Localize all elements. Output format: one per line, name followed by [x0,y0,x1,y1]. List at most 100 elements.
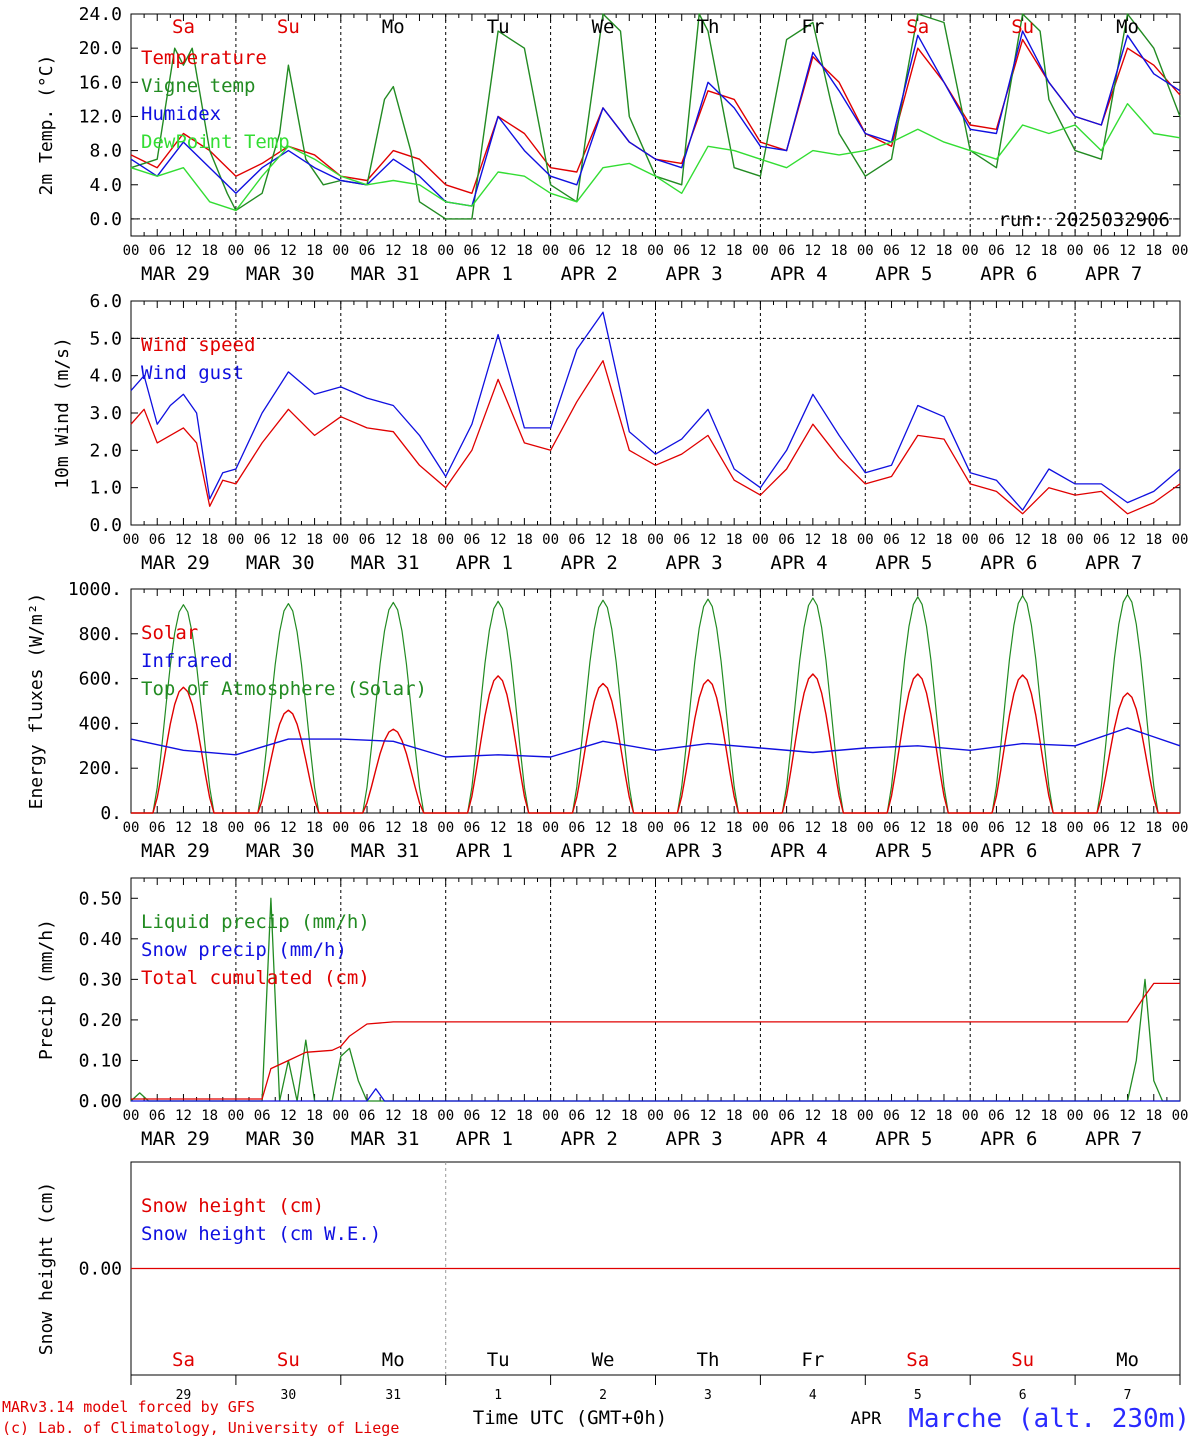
date-label: MAR 31 [351,263,420,285]
x-tick-label: 00 [542,243,559,259]
y-tick-label: 16.0 [79,72,122,93]
y-tick-label: 0.40 [79,929,122,950]
y-tick-label: 4.0 [89,366,122,387]
weekday-label: Th [697,1349,720,1371]
y-axis-label: Snow height (cm) [36,1182,57,1355]
plot-frame [130,588,1181,814]
date-label: APR 4 [770,1128,827,1150]
x-tick-label: 06 [673,820,690,836]
x-tick-label: 18 [411,243,428,259]
x-tick-label: 06 [673,1108,690,1124]
y-tick-label: 0.0 [89,515,122,536]
x-tick-label: 06 [254,532,271,548]
x-tick-label: 18 [516,243,533,259]
x-tick-label: 12 [490,243,507,259]
date-label: APR 4 [770,552,827,574]
x-tick-label: 06 [463,532,480,548]
weekday-label: Sa [906,1349,929,1371]
legend-entry: Wind speed [141,334,255,356]
x-tick-label: 12 [1119,820,1136,836]
date-label: APR 6 [980,263,1037,285]
x-tick-label: 18 [1040,1108,1057,1124]
x-tick-label: 18 [201,532,218,548]
date-label: APR 1 [456,552,513,574]
x-tick-label: 18 [621,1108,638,1124]
weekday-label: Su [1011,1349,1034,1371]
x-tick-label: 06 [254,820,271,836]
weekday-label: Tu [487,1349,510,1371]
x-tick-label: 12 [1014,243,1031,259]
x-tick-label: 18 [516,820,533,836]
x-tick-label: 06 [883,532,900,548]
x-tick-label: 18 [1145,532,1162,548]
x-tick-label: 12 [700,820,717,836]
y-tick-label: 800. [79,624,122,645]
x-tick-label: 18 [201,820,218,836]
series-snow-precip-mm-h- [131,1088,1180,1102]
date-label: APR 5 [875,1128,932,1150]
y-tick-label: 0. [100,803,122,824]
x-tick-label: 06 [359,820,376,836]
legend-entry: Liquid precip (mm/h) [141,911,370,933]
weekday-label: Sa [172,16,195,38]
day-number: 6 [1019,1388,1027,1403]
date-label: MAR 29 [141,552,210,574]
x-tick-label: 18 [1145,820,1162,836]
x-tick-label: 18 [831,1108,848,1124]
x-tick-label: 00 [1172,532,1189,548]
x-tick-label: 00 [1067,1108,1084,1124]
weekday-label: Fr [801,1349,824,1371]
x-tick-label: 06 [359,532,376,548]
day-number: 5 [914,1388,922,1403]
x-tick-label: 00 [1067,532,1084,548]
weekday-label: Mo [1116,16,1139,38]
x-tick-label: 12 [595,1108,612,1124]
x-tick-label: 18 [831,820,848,836]
x-tick-label: 12 [385,532,402,548]
date-label: MAR 29 [141,263,210,285]
x-tick-label: 18 [201,1108,218,1124]
x-tick-label: 12 [385,243,402,259]
y-tick-label: 5.0 [89,328,122,349]
x-tick-label: 12 [280,820,297,836]
x-tick-label: 12 [700,243,717,259]
date-label: APR 7 [1085,840,1142,862]
x-tick-label: 18 [936,532,953,548]
x-tick-label: 18 [1040,532,1057,548]
y-axis-label: Precip (mm/h) [36,919,57,1060]
x-tick-label: 18 [411,1108,428,1124]
series-infrared [130,727,1181,758]
x-tick-label: 06 [883,820,900,836]
plot-frame [130,300,1181,526]
station-name: Marche (alt. 230m) [908,1404,1190,1434]
x-tick-label: 12 [909,532,926,548]
date-label: MAR 29 [141,840,210,862]
x-tick-label: 18 [306,243,323,259]
x-tick-label: 12 [175,1108,192,1124]
x-tick-label: 06 [883,1108,900,1124]
x-tick-label: 12 [175,532,192,548]
day-number: 31 [385,1388,401,1403]
x-tick-label: 18 [726,243,743,259]
date-label: APR 2 [561,840,618,862]
x-tick-label: 12 [385,820,402,836]
weekday-label: Mo [1116,1349,1139,1371]
x-tick-label: 12 [280,532,297,548]
x-tick-label: 00 [1172,820,1189,836]
x-tick-label: 12 [700,1108,717,1124]
x-tick-label: 18 [1040,820,1057,836]
x-tick-label: 18 [1145,1108,1162,1124]
date-label: APR 4 [770,263,827,285]
date-label: APR 1 [456,840,513,862]
y-tick-label: 2.0 [89,440,122,461]
credit-line-2: (c) Lab. of Climatology, University of L… [2,1419,399,1437]
legend-entry: Solar [141,622,198,644]
x-tick-label: 00 [962,532,979,548]
legend-entry: Vigne temp [141,75,255,97]
x-tick-label: 12 [909,820,926,836]
x-tick-label: 18 [621,820,638,836]
x-tick-label: 12 [490,532,507,548]
date-label: APR 6 [980,840,1037,862]
weekday-label: Su [1011,16,1034,38]
date-label: APR 6 [980,1128,1037,1150]
